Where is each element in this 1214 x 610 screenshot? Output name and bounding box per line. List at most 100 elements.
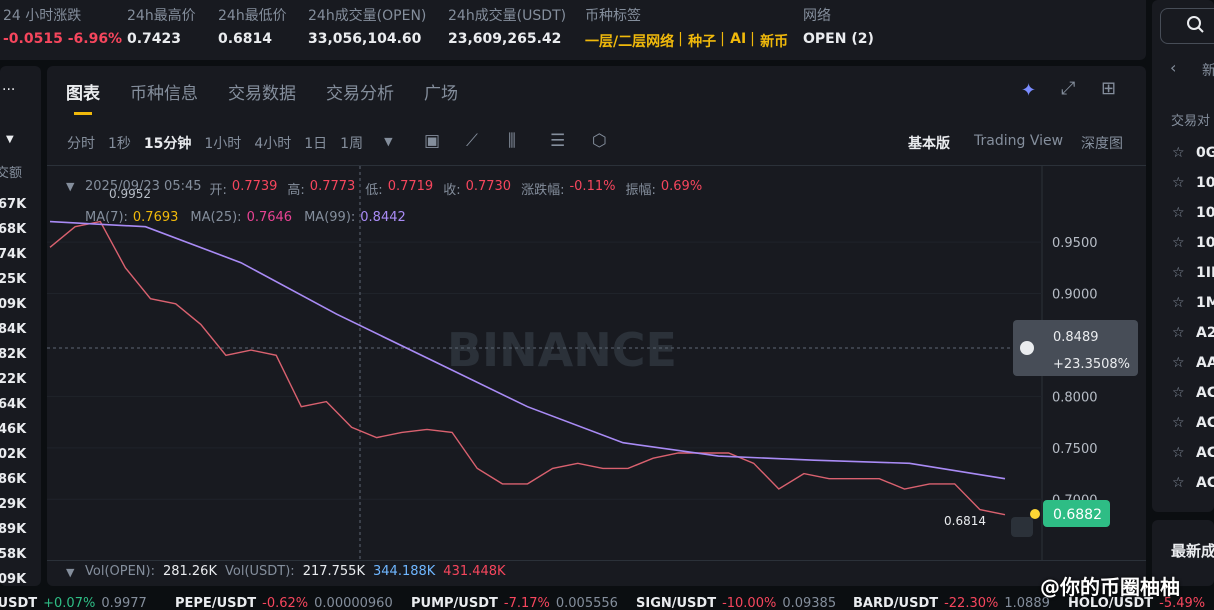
stat-label: 24h最低价	[218, 8, 287, 24]
orderbook-amount: 86K	[0, 472, 27, 487]
ma-value: 0.7646	[246, 210, 293, 225]
interval[interactable]: 15分钟	[143, 136, 192, 152]
stats-bar	[0, 0, 1146, 60]
tab[interactable]: 广场	[424, 84, 458, 104]
tool-icon: ☰	[550, 131, 566, 151]
ticker-pair: PUMP/USDT	[411, 596, 498, 610]
interval[interactable]: 1日	[304, 136, 328, 152]
ma-label: MA(25):	[190, 210, 242, 225]
star: ☆	[1172, 175, 1185, 191]
tool-icon: ⟋	[466, 131, 478, 151]
info-value: 0.7773	[309, 179, 356, 194]
star: ☆	[1172, 295, 1185, 311]
ticker-price: 0.09385	[782, 596, 837, 610]
market-pair: 10	[1196, 205, 1214, 221]
tag-separator: |	[678, 31, 683, 47]
interval[interactable]: 1秒	[108, 136, 131, 152]
volume-ma1: 344.188K	[373, 564, 436, 579]
stat-label: 24h成交量(OPEN)	[308, 8, 427, 24]
ticker-change: -5.49%	[1159, 596, 1206, 610]
tab[interactable]: 币种信息	[130, 84, 198, 104]
star: ☆	[1172, 355, 1185, 371]
info-value: 0.7730	[465, 179, 512, 194]
stat-label: 币种标签	[585, 8, 641, 24]
market-pair: AC	[1196, 445, 1214, 461]
volume-ma2: 431.448K	[443, 564, 506, 579]
tag: AI	[730, 31, 747, 47]
volume-label2: Vol(USDT):	[225, 564, 295, 579]
tab[interactable]: 图表	[66, 84, 100, 104]
tag-separator: |	[750, 31, 755, 47]
stat-label: 24h最高价	[127, 8, 196, 24]
ticker-price: 1.0889	[1004, 596, 1050, 610]
ticker-price: 0.005556	[555, 596, 618, 610]
ticker-change: -22.30%	[944, 596, 999, 610]
more-intervals: ▼	[384, 135, 393, 148]
icon-ai: ✦	[1021, 80, 1037, 101]
search-box[interactable]	[1160, 8, 1214, 44]
menu-dots: ···	[2, 82, 16, 98]
crosshair-box	[1013, 320, 1138, 376]
market-pair: 10	[1196, 175, 1214, 191]
stat-label: 24 小时涨跌	[3, 8, 82, 24]
tag: 新币	[760, 34, 789, 50]
info-label: 收:	[443, 183, 461, 198]
ticker-pair: PEPE/USDT	[175, 596, 257, 610]
stat-value: 0.7423	[127, 31, 182, 47]
tool-icon: ⬡	[592, 131, 607, 151]
watermark-text: @你的币圈柚柚	[1040, 575, 1180, 599]
add-icon	[1020, 341, 1034, 355]
market-footer: 最新成	[1171, 542, 1214, 560]
orderbook-amount: 82K	[0, 347, 27, 362]
back-arrow: ‹	[1170, 58, 1177, 77]
tab-underline	[74, 112, 92, 115]
separator	[47, 165, 1146, 166]
view[interactable]: Trading View	[974, 133, 1064, 149]
stat-label: 网络	[803, 8, 831, 24]
price-line	[49, 220, 1006, 480]
stat-value: 33,056,104.60	[308, 31, 422, 47]
interval[interactable]: 1小时	[204, 136, 242, 152]
star: ☆	[1172, 385, 1185, 401]
info-label: 高:	[287, 183, 305, 198]
ticker-price: 0.9977	[101, 596, 147, 610]
crosshair-price: 0.8489	[1053, 330, 1099, 345]
market-header: 交易对	[1171, 114, 1211, 129]
dropdown: ▼	[6, 134, 14, 145]
tool-icon: ⫼	[508, 131, 516, 151]
volume-label: Vol(OPEN):	[85, 564, 155, 579]
candle-date: 2025/09/23 05:45	[85, 179, 202, 194]
orderbook-amount: 84K	[0, 322, 27, 337]
star: ☆	[1172, 145, 1185, 161]
view[interactable]: 基本版	[908, 136, 950, 152]
market-pair: 10	[1196, 235, 1214, 251]
ma-value: 0.8442	[360, 210, 406, 225]
orderbook-amount: 22K	[0, 372, 27, 387]
volume-value2: 217.755K	[302, 564, 365, 579]
star: ☆	[1172, 445, 1185, 461]
price-line	[49, 220, 1006, 516]
star: ☆	[1172, 325, 1185, 341]
interval[interactable]: 1周	[340, 136, 364, 152]
orderbook-amount: 74K	[0, 247, 27, 262]
info-value: 0.7739	[231, 179, 278, 194]
market-tab: 新	[1202, 63, 1214, 79]
tab[interactable]: 交易分析	[326, 84, 394, 104]
search-icon	[1187, 16, 1204, 33]
y-tick-label: 0.8000	[1052, 390, 1098, 405]
interval[interactable]: 4小时	[254, 136, 292, 152]
market-pair: 1M	[1196, 295, 1214, 311]
market-pair: 0G	[1196, 145, 1214, 161]
ticker-price: 0.00000960	[314, 596, 393, 610]
tab[interactable]: 交易数据	[228, 84, 296, 104]
stat-value: 0.6814	[218, 31, 273, 47]
star: ☆	[1172, 205, 1185, 221]
tag-separator: |	[720, 31, 725, 47]
tag: 一层/二层网络	[585, 34, 675, 50]
volume-value: 281.26K	[162, 564, 217, 579]
ticker-pair: BARD/USDT	[853, 596, 939, 610]
interval[interactable]: 分时	[67, 136, 95, 152]
market-pair: 1IN	[1196, 265, 1214, 281]
view[interactable]: 深度图	[1081, 136, 1123, 152]
